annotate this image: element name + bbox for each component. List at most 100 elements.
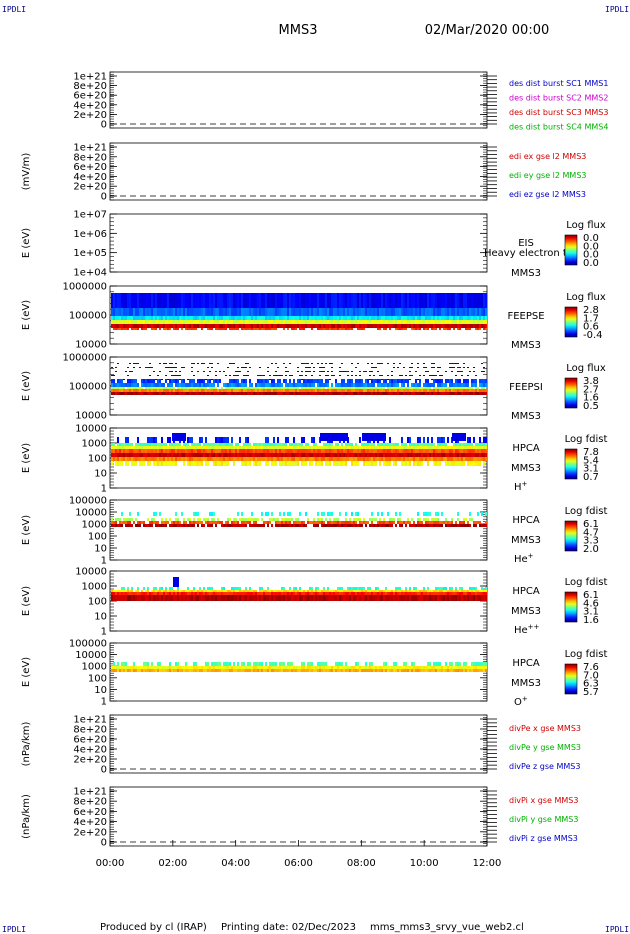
panel-hpca-h-pixel <box>133 461 135 466</box>
panel-hpca-hepp-pixel <box>351 587 353 590</box>
panel-feepsi-pixel <box>209 371 211 372</box>
panel-feepsi-pixel <box>483 389 485 392</box>
panel-hpca-he-pixel <box>391 518 393 521</box>
panel-feepsi-pixel <box>161 387 163 389</box>
panel-hpca-he-pixel <box>209 521 211 524</box>
panel-hpca-he-pixel <box>323 524 325 527</box>
panel-hpca-he-pixel <box>359 521 361 524</box>
panel-hpca-he-pixel <box>241 512 243 516</box>
panel-hpca-he-pixel <box>455 524 457 527</box>
panel-feepse-pixel <box>131 328 133 330</box>
panel-feepse-pixel <box>427 320 429 324</box>
panel-hpca-hepp-pixel <box>123 590 125 592</box>
panel-feepse-pixel <box>339 293 341 308</box>
panel-hpca-h-pixel <box>225 443 227 446</box>
panel-feepsi-pixel <box>153 392 155 395</box>
panel-feepsi-pixel <box>313 387 315 389</box>
panel-hpca-h-pixel <box>155 457 157 461</box>
panel-hpca-h-pixel <box>465 453 467 457</box>
panel-hpca-h-pixel <box>217 443 219 446</box>
panel-hpca-h-pixel <box>457 461 459 466</box>
panel-feepsi-pixel <box>297 387 299 389</box>
panel-hpca-hepp-pixel <box>353 595 355 601</box>
panel-feepse-pixel <box>215 328 217 330</box>
panel-feepsi-pixel <box>355 379 357 383</box>
panel-hpca-h-pixel <box>177 443 179 446</box>
panel-feepse-pixel <box>359 308 361 316</box>
panel-feepsi-pixel <box>301 379 303 380</box>
panel-feepse-pixel <box>403 308 405 316</box>
panel-feepsi-pixel <box>289 387 291 389</box>
panel-hpca-h-pixel <box>159 461 161 466</box>
panel-feepsi-pixel <box>481 392 483 395</box>
panel-feepse-pixel <box>181 328 183 330</box>
panel-feepse-pixel <box>401 328 403 330</box>
panel-feepse-pixel <box>415 316 417 320</box>
panel-hpca-h-pixel <box>297 449 299 453</box>
panel-hpca-he-pixel <box>475 524 477 527</box>
panel-feepsi-pixel <box>197 371 199 372</box>
panel-hpca-h-pixel <box>375 461 377 466</box>
panel-feepsi-pixel <box>305 389 307 392</box>
panel-hpca-h-pixel <box>397 453 399 457</box>
panel-hpca-h-pixel <box>393 461 395 466</box>
panel-hpca-h-pixel <box>289 461 291 466</box>
panel-feepse-pixel <box>445 324 447 328</box>
panel-feepse-pixel <box>205 308 207 316</box>
panel-feepsi-pixel <box>365 389 367 392</box>
panel-feepsi-pixel <box>365 392 367 395</box>
panel-hpca-hepp-pixel <box>271 595 273 601</box>
panel-hpca-h-ytick-label: 100 <box>88 454 107 465</box>
panel-hpca-hepp-pixel <box>273 590 275 592</box>
panel-hpca-h-pixel <box>157 443 159 446</box>
panel-hpca-h-pixel <box>183 461 185 466</box>
panel-hpca-h-pixel <box>461 453 463 457</box>
panel-feepse-pixel <box>177 324 179 328</box>
panel-hpca-hepp-pixel <box>169 590 171 592</box>
panel-feepsi-pixel <box>397 383 399 387</box>
panel-feepse-pixel <box>231 316 233 320</box>
panel-hpca-hepp-pixel <box>121 592 123 595</box>
panel-hpca-he-pixel <box>477 521 479 524</box>
panel-hpca-hepp-pixel <box>433 592 435 595</box>
panel-hpca-h-pixel <box>237 446 239 449</box>
panel-feepse-pixel <box>117 308 119 316</box>
panel-feepsi-pixel <box>371 371 373 372</box>
panel-hpca-hepp-pixel <box>201 595 203 601</box>
panel-feepse-pixel <box>115 320 117 324</box>
panel-hpca-he-pixel <box>183 518 185 521</box>
panel-feepsi-pixel <box>387 383 389 387</box>
panel-hpca-h-pixel <box>357 453 359 457</box>
panel-hpca-he-pixel <box>183 521 185 524</box>
panel-hpca-he-pixel <box>183 524 185 527</box>
panel-feepsi-pixel <box>205 387 207 389</box>
panel-hpca-h-pixel <box>455 457 457 461</box>
panel-feepse-pixel <box>431 308 433 316</box>
panel-feepsi-pixel <box>139 367 141 368</box>
panel-feepsi-pixel <box>341 371 343 372</box>
panel-feepsi-pixel <box>129 387 131 389</box>
panel-hpca-h-pixel <box>485 443 487 446</box>
panel-feepsi-pixel <box>205 383 207 387</box>
panel-hpca-h-pixel <box>473 457 475 461</box>
panel-hpca-h-pixel <box>151 446 153 449</box>
panel-hpca-h-pixel <box>443 457 445 461</box>
panel-hpca-he-pixel <box>387 524 389 527</box>
panel-feepse-pixel <box>171 308 173 316</box>
panel-hpca-hepp-pixel <box>285 590 287 592</box>
panel-feepsi-pixel <box>381 389 383 392</box>
panel-feepsi-pixel <box>197 389 199 392</box>
panel-hpca-he-pixel <box>461 524 463 527</box>
panel-feepse-pixel <box>337 293 339 308</box>
panel-hpca-hepp-pixel <box>369 590 371 592</box>
panel-feepse-pixel <box>417 320 419 324</box>
panel-hpca-he-pixel <box>189 518 191 521</box>
panel-hpca-he-pixel <box>327 524 329 527</box>
panel-hpca-h-pixel <box>117 453 119 457</box>
panel-feepse-pixel <box>115 328 117 330</box>
panel-hpca-h-pixel <box>351 446 353 449</box>
panel-hpca-hepp-pixel <box>281 595 283 601</box>
panel-feepsi-pixel <box>293 392 295 395</box>
panel-hpca-he-pixel <box>321 521 323 524</box>
panel-hpca-hepp-pixel <box>415 590 417 592</box>
